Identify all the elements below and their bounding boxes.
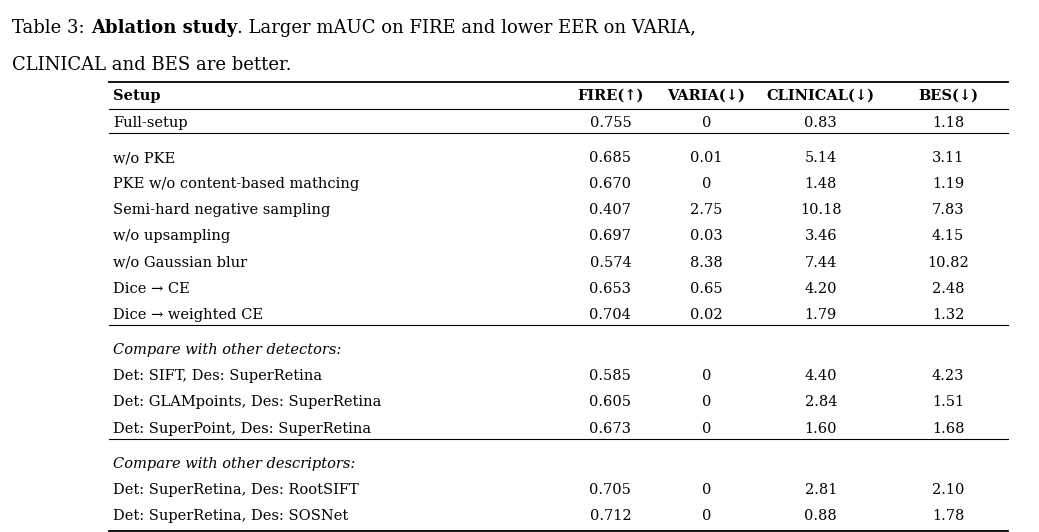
Text: 2.84: 2.84 <box>804 395 837 410</box>
Text: 10.82: 10.82 <box>927 255 969 270</box>
Text: 0.704: 0.704 <box>589 307 632 322</box>
Text: Det: SuperPoint, Des: SuperRetina: Det: SuperPoint, Des: SuperRetina <box>113 421 371 436</box>
Text: . Larger mAUC on FIRE and lower EER on VARIA,: . Larger mAUC on FIRE and lower EER on V… <box>237 19 696 37</box>
Text: 7.44: 7.44 <box>804 255 837 270</box>
Text: 1.79: 1.79 <box>804 307 837 322</box>
Text: 1.32: 1.32 <box>932 307 964 322</box>
Text: Dice → weighted CE: Dice → weighted CE <box>113 307 263 322</box>
Text: 0.653: 0.653 <box>589 281 632 296</box>
Text: 1.60: 1.60 <box>804 421 837 436</box>
Text: 0.705: 0.705 <box>589 483 632 497</box>
Text: Dice → CE: Dice → CE <box>113 281 190 296</box>
Text: 0: 0 <box>701 115 712 130</box>
Text: 4.15: 4.15 <box>932 229 964 244</box>
Text: Det: SuperRetina, Des: RootSIFT: Det: SuperRetina, Des: RootSIFT <box>113 483 359 497</box>
Text: 0.574: 0.574 <box>589 255 632 270</box>
Text: Det: GLAMpoints, Des: SuperRetina: Det: GLAMpoints, Des: SuperRetina <box>113 395 381 410</box>
Text: Compare with other descriptors:: Compare with other descriptors: <box>113 457 355 471</box>
Text: 0.755: 0.755 <box>589 115 632 130</box>
Text: 2.75: 2.75 <box>690 203 723 218</box>
Text: 0: 0 <box>701 369 712 384</box>
Text: 1.51: 1.51 <box>932 395 964 410</box>
Text: 0.585: 0.585 <box>589 369 632 384</box>
Text: 0.685: 0.685 <box>589 151 632 165</box>
Text: 7.83: 7.83 <box>932 203 964 218</box>
Text: 0.407: 0.407 <box>589 203 632 218</box>
Text: Table 3:: Table 3: <box>12 19 90 37</box>
Text: 0.65: 0.65 <box>690 281 723 296</box>
Text: Ablation study: Ablation study <box>90 19 237 37</box>
Text: 2.48: 2.48 <box>932 281 964 296</box>
Text: 3.46: 3.46 <box>804 229 837 244</box>
Text: 0.697: 0.697 <box>589 229 632 244</box>
Text: 4.40: 4.40 <box>804 369 837 384</box>
Text: w/o Gaussian blur: w/o Gaussian blur <box>113 255 247 270</box>
Text: 5.14: 5.14 <box>804 151 837 165</box>
Text: VARIA(↓): VARIA(↓) <box>668 89 745 103</box>
Text: 0.01: 0.01 <box>690 151 723 165</box>
Text: 8.38: 8.38 <box>690 255 723 270</box>
Text: 4.20: 4.20 <box>804 281 837 296</box>
Text: Compare with other detectors:: Compare with other detectors: <box>113 343 342 358</box>
Text: PKE w/o content-based mathcing: PKE w/o content-based mathcing <box>113 177 359 192</box>
Text: 2.81: 2.81 <box>804 483 837 497</box>
Text: 1.78: 1.78 <box>932 509 964 523</box>
Text: 0: 0 <box>701 177 712 192</box>
Text: Setup: Setup <box>113 89 161 103</box>
Text: 0.03: 0.03 <box>690 229 723 244</box>
Text: 0: 0 <box>701 421 712 436</box>
Text: 0.712: 0.712 <box>589 509 632 523</box>
Text: Semi-hard negative sampling: Semi-hard negative sampling <box>113 203 330 218</box>
Text: Full-setup: Full-setup <box>113 115 188 130</box>
Text: w/o upsampling: w/o upsampling <box>113 229 231 244</box>
Text: 0.02: 0.02 <box>690 307 723 322</box>
Text: FIRE(↑): FIRE(↑) <box>578 89 643 103</box>
Text: 0.83: 0.83 <box>804 115 837 130</box>
Text: 1.18: 1.18 <box>932 115 964 130</box>
Text: 0.670: 0.670 <box>589 177 632 192</box>
Text: 0.673: 0.673 <box>589 421 632 436</box>
Text: 0: 0 <box>701 509 712 523</box>
Text: w/o PKE: w/o PKE <box>113 151 176 165</box>
Text: CLINICAL and BES are better.: CLINICAL and BES are better. <box>12 56 292 74</box>
Text: CLINICAL(↓): CLINICAL(↓) <box>767 89 875 103</box>
Text: 0: 0 <box>701 483 712 497</box>
Text: BES(↓): BES(↓) <box>918 89 978 103</box>
Text: 2.10: 2.10 <box>932 483 964 497</box>
Text: 1.19: 1.19 <box>932 177 964 192</box>
Text: 1.48: 1.48 <box>804 177 837 192</box>
Text: 1.68: 1.68 <box>932 421 964 436</box>
Text: 0.605: 0.605 <box>589 395 632 410</box>
Text: 0.88: 0.88 <box>804 509 837 523</box>
Text: Det: SIFT, Des: SuperRetina: Det: SIFT, Des: SuperRetina <box>113 369 322 384</box>
Text: 3.11: 3.11 <box>932 151 964 165</box>
Text: 0: 0 <box>701 395 712 410</box>
Text: Det: SuperRetina, Des: SOSNet: Det: SuperRetina, Des: SOSNet <box>113 509 348 523</box>
Text: 10.18: 10.18 <box>800 203 842 218</box>
Text: 4.23: 4.23 <box>932 369 964 384</box>
